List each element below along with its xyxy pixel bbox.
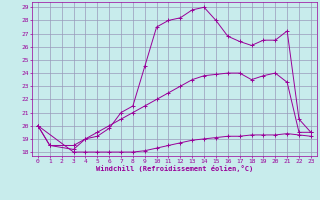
- X-axis label: Windchill (Refroidissement éolien,°C): Windchill (Refroidissement éolien,°C): [96, 165, 253, 172]
